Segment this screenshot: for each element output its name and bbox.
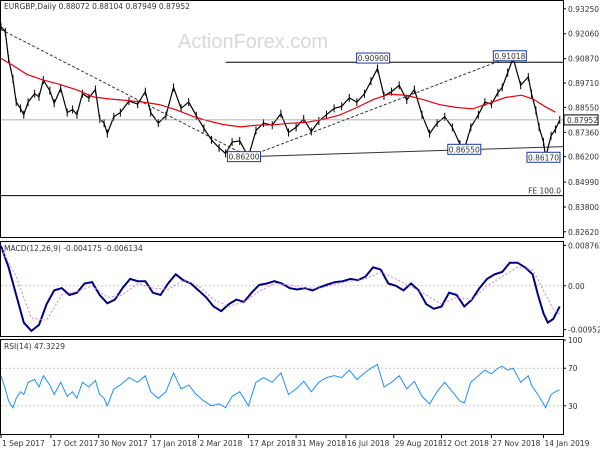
price-y-tick-label: 0.86200 — [568, 153, 599, 162]
watermark: ActionForex.com — [178, 31, 328, 53]
price-annotation-box — [492, 50, 527, 62]
x-tick-label: 14 Jan 2019 — [544, 439, 589, 448]
price-annotation-label: 0.91018 — [494, 52, 525, 61]
x-tick-label: 2 Mar 2018 — [199, 439, 242, 448]
rsi-panel-header: RSI(14) 47.3229 — [4, 342, 65, 351]
price-plot: FE 100.0 0.86200 0.90900 0.91018 0.86550 0.86… — [0, 22, 564, 197]
trendline — [248, 146, 564, 158]
price-panel — [0, 0, 564, 238]
rsi-y-tick-label: 100 — [568, 336, 583, 345]
price-annotation-box — [447, 143, 482, 155]
price-annotation-label: 0.90900 — [358, 54, 389, 63]
x-tick-label: 30 Nov 2017 — [100, 439, 148, 448]
price-y-tick-label: 0.82620 — [568, 228, 599, 237]
x-tick-label: 17 Apr 2018 — [249, 439, 296, 448]
current-price-label: 0.87952 — [567, 116, 598, 125]
price-y-tick-label: 0.88550 — [568, 103, 599, 112]
price-y-axis: 0.93250 0.92060 0.90870 0.89710 0.88550 0.873… — [563, 5, 599, 237]
date-x-axis: 1 Sep 2017 17 Oct 2017 30 Nov 2017 17 Jan 2… — [0, 434, 590, 448]
price-annotation-label: 0.86550 — [449, 145, 480, 154]
x-tick-label: 31 May 2018 — [297, 439, 346, 448]
x-tick-label: 17 Jan 2018 — [152, 439, 197, 448]
price-y-tick-label: 0.87360 — [568, 128, 599, 137]
current-price-box — [563, 114, 599, 126]
price-y-tick-label: 0.93250 — [568, 5, 599, 14]
macd-plot — [0, 245, 563, 333]
x-tick-label: 12 Oct 2018 — [442, 439, 489, 448]
x-tick-label: 16 Jul 2018 — [347, 439, 390, 448]
rsi-plot — [0, 363, 563, 409]
x-tick-label: 1 Sep 2017 — [2, 439, 45, 448]
price-annotation-label: 0.86170 — [528, 153, 559, 162]
price-y-tick-label: 0.90870 — [568, 55, 599, 64]
moving-average-line — [0, 57, 556, 128]
price-y-tick-label: 0.84990 — [568, 178, 599, 187]
price-annotation-box — [227, 151, 262, 163]
price-annotation-box — [526, 151, 561, 163]
macd-y-tick-label: -0.009522 — [568, 326, 600, 335]
x-tick-label: 27 Nov 2018 — [492, 439, 540, 448]
rsi-line — [0, 363, 560, 409]
rsi-y-tick-label: 30 — [568, 402, 578, 411]
macd-y-tick-label: 0.008762 — [568, 241, 600, 250]
trendline — [0, 29, 249, 158]
price-annotation-box — [356, 52, 391, 64]
macd-panel — [0, 241, 564, 337]
x-tick-label: 17 Oct 2017 — [52, 439, 99, 448]
fibonacci-extension-label: FE 100.0 — [528, 187, 561, 196]
macd-y-tick-label: 0.00 — [568, 282, 585, 291]
price-y-tick-label: 0.83800 — [568, 203, 599, 212]
rsi-y-axis: 100 70 30 — [563, 336, 583, 411]
price-annotation-label: 0.86200 — [229, 153, 260, 162]
price-panel-header: EURGBP,Daily 0.88072 0.88104 0.87949 0.8… — [4, 2, 190, 11]
price-y-tick-label: 0.89710 — [568, 79, 599, 88]
trendline — [248, 55, 514, 158]
x-tick-label: 29 Aug 2018 — [395, 439, 443, 448]
macd-y-axis: 0.008762 0.00 -0.009522 — [563, 241, 600, 335]
rsi-panel — [0, 339, 564, 435]
rsi-y-tick-label: 70 — [568, 364, 578, 373]
price-y-tick-label: 0.92060 — [568, 30, 599, 39]
macd-panel-header: MACD(12,26,9) -0.004175 -0.006134 — [4, 244, 143, 253]
